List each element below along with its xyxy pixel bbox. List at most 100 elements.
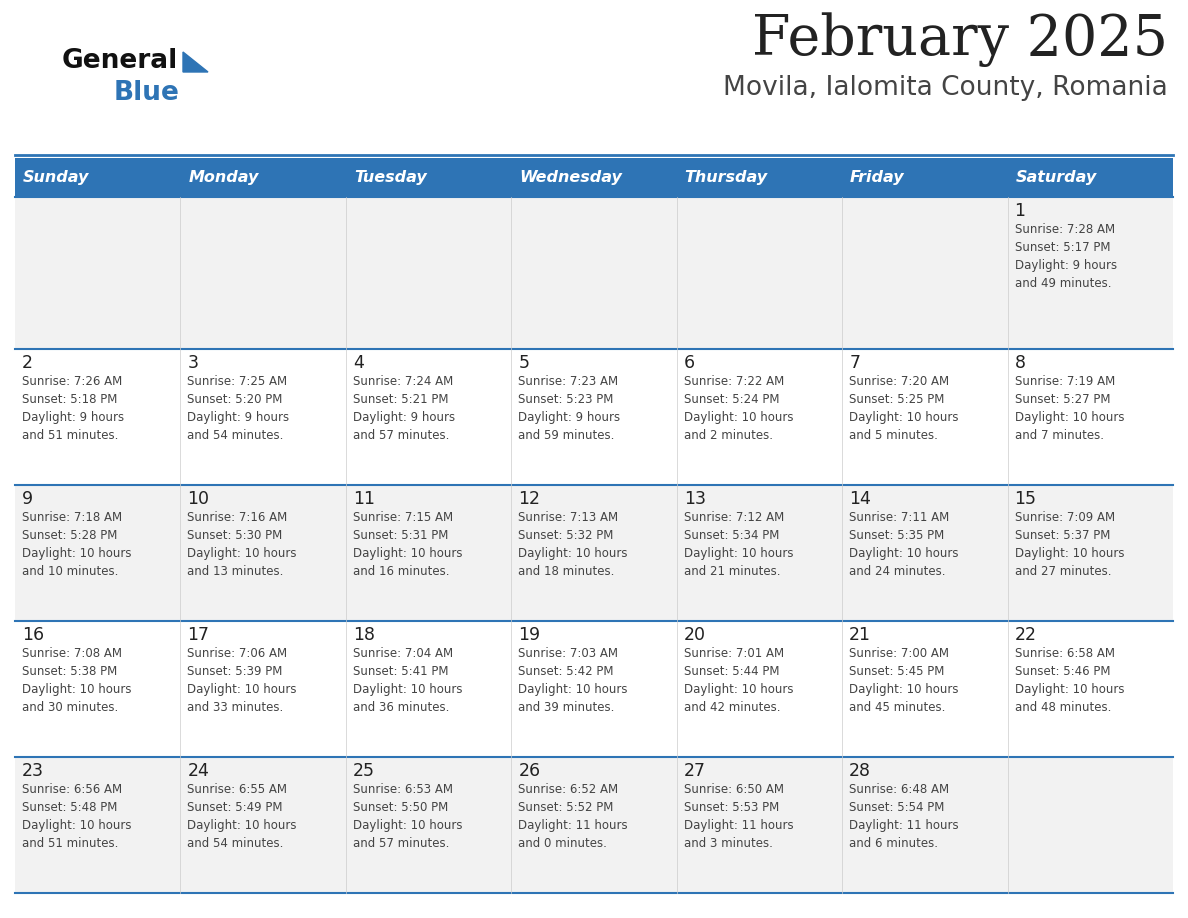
Text: and 57 minutes.: and 57 minutes.: [353, 837, 449, 850]
Text: Daylight: 11 hours: Daylight: 11 hours: [684, 819, 794, 832]
Text: Thursday: Thursday: [684, 170, 767, 185]
Text: Tuesday: Tuesday: [354, 170, 426, 185]
Text: Sunrise: 7:26 AM: Sunrise: 7:26 AM: [23, 375, 122, 388]
Text: and 49 minutes.: and 49 minutes.: [1015, 277, 1111, 290]
Bar: [511, 158, 677, 197]
Text: and 45 minutes.: and 45 minutes.: [849, 701, 946, 714]
Text: Sunrise: 7:18 AM: Sunrise: 7:18 AM: [23, 511, 122, 524]
Text: Daylight: 10 hours: Daylight: 10 hours: [23, 683, 132, 696]
Text: Sunrise: 6:48 AM: Sunrise: 6:48 AM: [849, 783, 949, 796]
Text: Daylight: 10 hours: Daylight: 10 hours: [849, 683, 959, 696]
Text: and 54 minutes.: and 54 minutes.: [188, 837, 284, 850]
Text: Wednesday: Wednesday: [519, 170, 623, 185]
Text: 28: 28: [849, 762, 871, 780]
Text: and 36 minutes.: and 36 minutes.: [353, 701, 449, 714]
Text: and 27 minutes.: and 27 minutes.: [1015, 565, 1111, 578]
Text: and 51 minutes.: and 51 minutes.: [23, 837, 119, 850]
Text: 23: 23: [23, 762, 44, 780]
Bar: [15, 349, 181, 485]
Text: Sunset: 5:38 PM: Sunset: 5:38 PM: [23, 665, 118, 678]
Text: 27: 27: [684, 762, 706, 780]
Text: Saturday: Saturday: [1016, 170, 1097, 185]
Text: Sunrise: 7:04 AM: Sunrise: 7:04 AM: [353, 647, 453, 660]
Text: Daylight: 10 hours: Daylight: 10 hours: [518, 683, 627, 696]
Text: Sunrise: 6:56 AM: Sunrise: 6:56 AM: [23, 783, 122, 796]
Text: Daylight: 11 hours: Daylight: 11 hours: [849, 819, 959, 832]
Text: 15: 15: [1015, 490, 1037, 508]
Bar: [15, 621, 181, 757]
Polygon shape: [183, 52, 208, 72]
Text: Sunrise: 7:24 AM: Sunrise: 7:24 AM: [353, 375, 453, 388]
Text: 10: 10: [188, 490, 209, 508]
Text: Daylight: 9 hours: Daylight: 9 hours: [188, 411, 290, 424]
Text: and 48 minutes.: and 48 minutes.: [1015, 701, 1111, 714]
Text: and 2 minutes.: and 2 minutes.: [684, 429, 772, 442]
Text: Daylight: 11 hours: Daylight: 11 hours: [518, 819, 628, 832]
Text: 2: 2: [23, 354, 33, 372]
Text: 25: 25: [353, 762, 375, 780]
Bar: [677, 757, 842, 893]
Bar: [677, 621, 842, 757]
Bar: [181, 197, 346, 349]
Text: 17: 17: [188, 626, 209, 644]
Bar: [677, 158, 842, 197]
Bar: [842, 621, 1007, 757]
Text: Sunrise: 6:53 AM: Sunrise: 6:53 AM: [353, 783, 453, 796]
Text: 12: 12: [518, 490, 541, 508]
Text: Sunset: 5:52 PM: Sunset: 5:52 PM: [518, 801, 614, 814]
Text: Daylight: 10 hours: Daylight: 10 hours: [849, 547, 959, 560]
Bar: [1007, 349, 1173, 485]
Text: Daylight: 10 hours: Daylight: 10 hours: [1015, 411, 1124, 424]
Text: 13: 13: [684, 490, 706, 508]
Text: 6: 6: [684, 354, 695, 372]
Bar: [842, 757, 1007, 893]
Text: Daylight: 10 hours: Daylight: 10 hours: [353, 819, 462, 832]
Bar: [511, 197, 677, 349]
Text: Sunset: 5:41 PM: Sunset: 5:41 PM: [353, 665, 448, 678]
Bar: [511, 757, 677, 893]
Bar: [1007, 197, 1173, 349]
Bar: [346, 621, 511, 757]
Text: Sunset: 5:39 PM: Sunset: 5:39 PM: [188, 665, 283, 678]
Text: and 18 minutes.: and 18 minutes.: [518, 565, 614, 578]
Text: Daylight: 10 hours: Daylight: 10 hours: [353, 547, 462, 560]
Text: Sunset: 5:44 PM: Sunset: 5:44 PM: [684, 665, 779, 678]
Text: Sunset: 5:24 PM: Sunset: 5:24 PM: [684, 393, 779, 406]
Text: and 13 minutes.: and 13 minutes.: [188, 565, 284, 578]
Text: 16: 16: [23, 626, 44, 644]
Text: General: General: [62, 48, 178, 74]
Text: Daylight: 9 hours: Daylight: 9 hours: [518, 411, 620, 424]
Bar: [181, 158, 346, 197]
Text: Sunset: 5:17 PM: Sunset: 5:17 PM: [1015, 241, 1110, 254]
Text: Sunrise: 7:20 AM: Sunrise: 7:20 AM: [849, 375, 949, 388]
Text: Sunset: 5:30 PM: Sunset: 5:30 PM: [188, 529, 283, 542]
Text: Sunset: 5:48 PM: Sunset: 5:48 PM: [23, 801, 118, 814]
Text: Daylight: 10 hours: Daylight: 10 hours: [518, 547, 627, 560]
Bar: [677, 349, 842, 485]
Text: Sunset: 5:42 PM: Sunset: 5:42 PM: [518, 665, 614, 678]
Text: and 39 minutes.: and 39 minutes.: [518, 701, 614, 714]
Bar: [181, 757, 346, 893]
Text: Sunrise: 7:03 AM: Sunrise: 7:03 AM: [518, 647, 618, 660]
Text: and 3 minutes.: and 3 minutes.: [684, 837, 772, 850]
Text: and 42 minutes.: and 42 minutes.: [684, 701, 781, 714]
Bar: [181, 621, 346, 757]
Bar: [1007, 621, 1173, 757]
Text: Sunrise: 7:12 AM: Sunrise: 7:12 AM: [684, 511, 784, 524]
Text: Daylight: 10 hours: Daylight: 10 hours: [684, 547, 794, 560]
Bar: [1007, 757, 1173, 893]
Text: Sunrise: 7:09 AM: Sunrise: 7:09 AM: [1015, 511, 1114, 524]
Text: and 0 minutes.: and 0 minutes.: [518, 837, 607, 850]
Bar: [15, 197, 181, 349]
Bar: [346, 757, 511, 893]
Text: 8: 8: [1015, 354, 1025, 372]
Text: Sunrise: 7:00 AM: Sunrise: 7:00 AM: [849, 647, 949, 660]
Text: 24: 24: [188, 762, 209, 780]
Text: Daylight: 10 hours: Daylight: 10 hours: [849, 411, 959, 424]
Text: Daylight: 10 hours: Daylight: 10 hours: [684, 683, 794, 696]
Text: 11: 11: [353, 490, 375, 508]
Text: Sunset: 5:50 PM: Sunset: 5:50 PM: [353, 801, 448, 814]
Text: Sunset: 5:53 PM: Sunset: 5:53 PM: [684, 801, 779, 814]
Text: Friday: Friday: [851, 170, 905, 185]
Bar: [346, 349, 511, 485]
